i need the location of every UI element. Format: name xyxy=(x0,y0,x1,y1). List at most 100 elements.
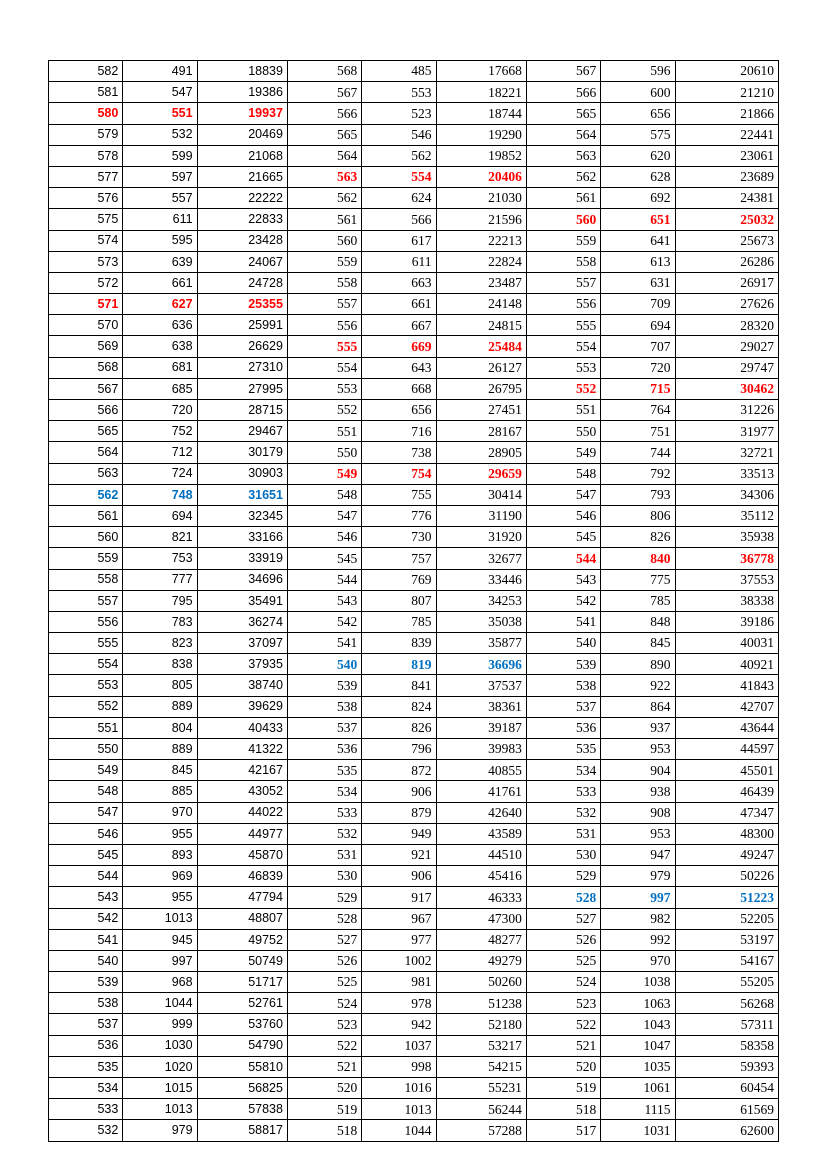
cell: 533 xyxy=(526,781,600,802)
cell: 942 xyxy=(362,1014,436,1035)
cell: 559 xyxy=(49,548,123,569)
cell: 51238 xyxy=(436,993,526,1014)
cell: 556 xyxy=(287,315,361,336)
cell: 25484 xyxy=(436,336,526,357)
cell: 544 xyxy=(49,866,123,887)
cell: 563 xyxy=(526,145,600,166)
cell: 949 xyxy=(362,823,436,844)
cell: 549 xyxy=(526,442,600,463)
cell: 50749 xyxy=(197,950,287,971)
cell: 23428 xyxy=(197,230,287,251)
cell: 22213 xyxy=(436,230,526,251)
cell: 24148 xyxy=(436,294,526,315)
cell: 724 xyxy=(123,463,197,484)
cell: 977 xyxy=(362,929,436,950)
cell: 42167 xyxy=(197,760,287,781)
cell: 531 xyxy=(287,844,361,865)
cell: 945 xyxy=(123,929,197,950)
cell: 628 xyxy=(601,166,675,187)
cell: 1015 xyxy=(123,1078,197,1099)
cell: 566 xyxy=(362,209,436,230)
cell: 42707 xyxy=(675,696,779,717)
cell: 547 xyxy=(526,484,600,505)
cell: 48300 xyxy=(675,823,779,844)
cell: 753 xyxy=(123,548,197,569)
cell: 738 xyxy=(362,442,436,463)
cell: 60454 xyxy=(675,1078,779,1099)
cell: 27626 xyxy=(675,294,779,315)
cell: 576 xyxy=(49,188,123,209)
data-table-wrap: 5824911883956848517668567596206105815471… xyxy=(48,60,779,1142)
table-row: 568681273105546432612755372029747 xyxy=(49,357,779,378)
cell: 522 xyxy=(287,1035,361,1056)
cell: 47347 xyxy=(675,802,779,823)
cell: 37553 xyxy=(675,569,779,590)
table-row: 572661247285586632348755763126917 xyxy=(49,272,779,293)
cell: 24067 xyxy=(197,251,287,272)
cell: 19937 xyxy=(197,103,287,124)
cell: 44022 xyxy=(197,802,287,823)
cell: 26127 xyxy=(436,357,526,378)
cell: 547 xyxy=(49,802,123,823)
cell: 981 xyxy=(362,972,436,993)
cell: 25991 xyxy=(197,315,287,336)
table-row: 574595234285606172221355964125673 xyxy=(49,230,779,251)
cell: 1030 xyxy=(123,1035,197,1056)
cell: 539 xyxy=(49,972,123,993)
cell: 611 xyxy=(123,209,197,230)
cell: 40433 xyxy=(197,717,287,738)
cell: 751 xyxy=(601,421,675,442)
cell: 578 xyxy=(49,145,123,166)
cell: 558 xyxy=(287,272,361,293)
table-row: 548885430525349064176153393846439 xyxy=(49,781,779,802)
cell: 636 xyxy=(123,315,197,336)
table-row: 549845421675358724085553490445501 xyxy=(49,760,779,781)
cell: 557 xyxy=(526,272,600,293)
cell: 28167 xyxy=(436,421,526,442)
cell: 547 xyxy=(287,505,361,526)
cell: 656 xyxy=(601,103,675,124)
cell: 37097 xyxy=(197,633,287,654)
cell: 565 xyxy=(287,124,361,145)
table-row: 5421013488075289674730052798252205 xyxy=(49,908,779,929)
cell: 546 xyxy=(49,823,123,844)
cell: 552 xyxy=(49,696,123,717)
cell: 29027 xyxy=(675,336,779,357)
cell: 519 xyxy=(287,1099,361,1120)
cell: 600 xyxy=(601,82,675,103)
cell: 554 xyxy=(287,357,361,378)
cell: 31920 xyxy=(436,527,526,548)
cell: 707 xyxy=(601,336,675,357)
cell: 904 xyxy=(601,760,675,781)
table-row: 566720287155526562745155176431226 xyxy=(49,400,779,421)
cell: 1047 xyxy=(601,1035,675,1056)
cell: 953 xyxy=(601,739,675,760)
cell: 44510 xyxy=(436,844,526,865)
cell: 639 xyxy=(123,251,197,272)
cell: 18744 xyxy=(436,103,526,124)
cell: 978 xyxy=(362,993,436,1014)
cell: 785 xyxy=(601,590,675,611)
cell: 31651 xyxy=(197,484,287,505)
cell: 755 xyxy=(362,484,436,505)
cell: 544 xyxy=(526,548,600,569)
table-row: 553805387405398413753753892241843 xyxy=(49,675,779,696)
cell: 58358 xyxy=(675,1035,779,1056)
cell: 32677 xyxy=(436,548,526,569)
cell: 572 xyxy=(49,272,123,293)
cell: 542 xyxy=(526,590,600,611)
cell: 26917 xyxy=(675,272,779,293)
cell: 720 xyxy=(601,357,675,378)
cell: 557 xyxy=(49,590,123,611)
table-row: 557795354915438073425354278538338 xyxy=(49,590,779,611)
table-row: 550889413225367963998353595344597 xyxy=(49,739,779,760)
cell: 955 xyxy=(123,823,197,844)
cell: 538 xyxy=(49,993,123,1014)
table-row: 556783362745427853503854184839186 xyxy=(49,611,779,632)
cell: 532 xyxy=(526,802,600,823)
cell: 485 xyxy=(362,61,436,82)
cell: 769 xyxy=(362,569,436,590)
cell: 537 xyxy=(49,1014,123,1035)
cell: 22441 xyxy=(675,124,779,145)
cell: 839 xyxy=(362,633,436,654)
